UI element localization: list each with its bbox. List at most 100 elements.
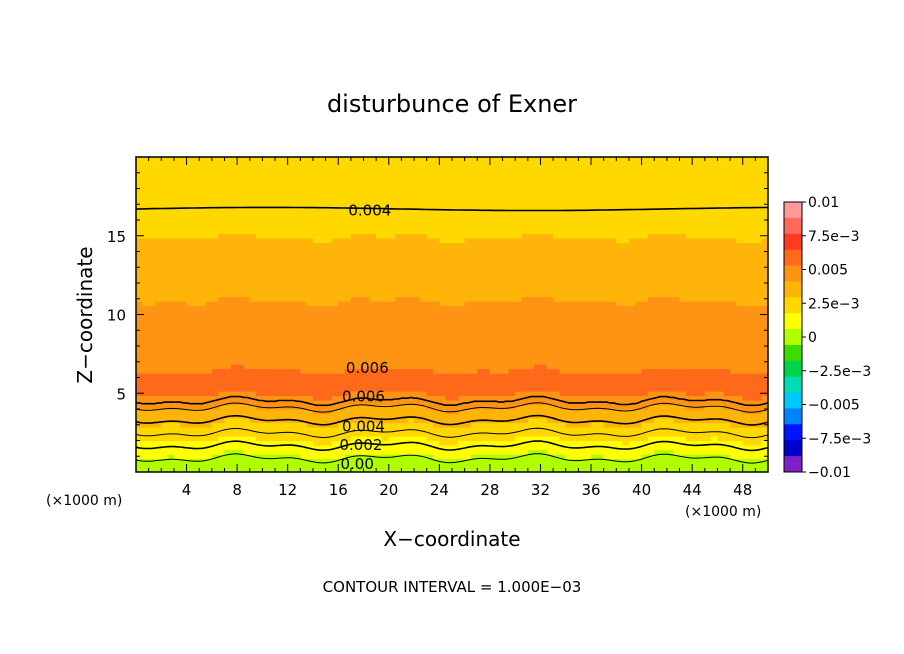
band-cell xyxy=(439,242,447,248)
band-cell xyxy=(559,296,567,302)
band-cell xyxy=(300,395,308,401)
band-cell xyxy=(426,292,434,298)
band-cell xyxy=(281,197,289,203)
band-cell xyxy=(357,211,365,217)
band-cell xyxy=(300,197,308,203)
band-cell xyxy=(502,368,510,374)
band-cell xyxy=(312,337,320,343)
band-cell xyxy=(205,296,213,302)
band-cell xyxy=(565,418,573,424)
band-cell xyxy=(319,242,327,248)
band-cell xyxy=(161,310,169,316)
band-cell xyxy=(142,373,150,379)
band-cell xyxy=(376,332,384,338)
band-cell xyxy=(584,440,592,446)
band-cell xyxy=(540,220,548,226)
band-cell xyxy=(559,391,567,397)
band-cell xyxy=(167,332,175,338)
band-cell xyxy=(173,458,181,464)
band-cell xyxy=(527,184,535,190)
band-cell xyxy=(553,359,561,365)
band-cell xyxy=(502,310,510,316)
band-cell xyxy=(515,175,523,181)
band-cell xyxy=(572,175,579,181)
band-cell xyxy=(211,256,219,262)
band-cell xyxy=(527,328,535,334)
band-cell xyxy=(344,260,352,266)
band-cell xyxy=(357,314,365,320)
band-cell xyxy=(148,211,156,217)
band-cell xyxy=(464,449,472,455)
band-cell xyxy=(350,193,358,199)
band-cell xyxy=(357,413,365,419)
band-cell xyxy=(268,377,276,383)
band-cell xyxy=(559,197,567,203)
band-cell xyxy=(249,391,257,397)
band-cell xyxy=(540,215,548,221)
band-cell xyxy=(256,422,263,428)
band-cell xyxy=(180,188,188,194)
band-cell xyxy=(211,463,219,469)
band-cell xyxy=(502,233,510,239)
band-cell xyxy=(489,409,497,415)
band-cell xyxy=(489,184,497,190)
band-cell xyxy=(483,449,491,455)
band-cell xyxy=(553,467,561,472)
band-cell xyxy=(483,251,491,257)
band-cell xyxy=(180,233,188,239)
band-cell xyxy=(237,391,245,397)
band-cell xyxy=(464,251,472,257)
band-cell xyxy=(388,422,396,428)
band-cell xyxy=(237,278,245,284)
band-cell xyxy=(578,274,586,280)
band-cell xyxy=(439,319,447,325)
band-cell xyxy=(331,274,339,280)
band-cell xyxy=(186,409,194,415)
band-cell xyxy=(262,373,270,379)
band-cell xyxy=(433,157,440,163)
band-cell xyxy=(319,319,327,325)
band-cell xyxy=(458,202,466,208)
band-cell xyxy=(180,463,188,469)
band-cell xyxy=(205,247,213,253)
band-cell xyxy=(546,328,554,334)
band-cell xyxy=(249,463,257,469)
band-cell xyxy=(281,202,289,208)
band-cell xyxy=(496,355,504,361)
band-cell xyxy=(243,161,251,167)
band-cell xyxy=(426,427,434,433)
band-cell xyxy=(268,386,276,392)
band-cell xyxy=(331,404,339,410)
band-cell xyxy=(521,409,529,415)
band-cell xyxy=(142,454,150,460)
band-cell xyxy=(464,359,472,365)
band-cell xyxy=(395,391,403,397)
band-cell xyxy=(534,287,542,293)
band-cell xyxy=(319,287,327,293)
band-cell xyxy=(300,413,308,419)
band-cell xyxy=(407,301,415,307)
band-cell xyxy=(546,337,554,343)
band-cell xyxy=(331,445,339,451)
band-cell xyxy=(344,454,352,460)
band-cell xyxy=(205,341,213,347)
band-cell xyxy=(388,332,396,338)
band-cell xyxy=(218,337,226,343)
band-cell xyxy=(388,283,396,289)
band-cell xyxy=(521,179,529,185)
band-cell xyxy=(338,188,346,194)
band-cell xyxy=(502,287,510,293)
band-cell xyxy=(464,256,472,262)
band-cell xyxy=(312,328,320,334)
band-cell xyxy=(287,274,295,280)
band-cell xyxy=(433,386,440,392)
band-cell xyxy=(237,283,245,289)
band-cell xyxy=(559,355,567,361)
band-cell xyxy=(192,161,200,167)
band-cell xyxy=(401,224,409,230)
band-cell xyxy=(161,287,169,293)
band-cell xyxy=(281,395,289,401)
band-cell xyxy=(218,229,226,235)
band-cell xyxy=(211,458,219,464)
band-cell xyxy=(186,373,194,379)
